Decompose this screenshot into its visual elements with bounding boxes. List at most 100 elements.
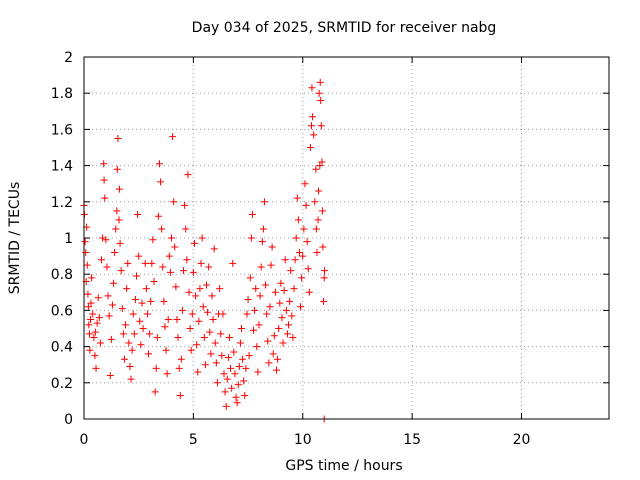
data-point-marker xyxy=(129,310,137,318)
data-point-marker xyxy=(99,234,107,242)
data-point-marker xyxy=(113,207,121,215)
data-point-marker xyxy=(208,292,216,300)
data-point-marker xyxy=(263,310,271,318)
y-tick-label: 1.4 xyxy=(51,159,73,175)
data-point-marker xyxy=(85,321,93,329)
data-point-marker xyxy=(241,391,249,399)
data-point-marker xyxy=(204,308,212,316)
data-point-marker xyxy=(302,201,310,209)
data-point-marker xyxy=(290,285,298,293)
data-point-marker xyxy=(96,339,104,347)
data-point-marker xyxy=(136,317,144,325)
data-point-marker xyxy=(315,89,323,97)
data-point-marker xyxy=(90,334,98,342)
data-point-marker xyxy=(312,225,320,233)
data-point-marker xyxy=(258,238,266,246)
data-point-marker xyxy=(228,384,236,392)
data-point-marker xyxy=(317,122,325,130)
data-point-marker xyxy=(113,165,121,173)
data-point-marker xyxy=(86,346,94,354)
y-tick-label: 1.6 xyxy=(51,122,73,138)
data-point-marker xyxy=(318,207,326,215)
data-point-marker xyxy=(84,303,92,311)
data-point-marker xyxy=(279,339,287,347)
data-point-marker xyxy=(227,364,235,372)
data-point-marker xyxy=(280,286,288,294)
data-point-marker xyxy=(282,306,290,314)
data-point-marker xyxy=(232,393,240,401)
data-point-marker xyxy=(87,299,95,307)
data-point-marker xyxy=(150,277,158,285)
chart-title: Day 034 of 2025, SRMTID for receiver nab… xyxy=(192,20,497,36)
data-point-marker xyxy=(205,263,213,271)
data-point-marker xyxy=(253,343,261,351)
data-point-marker xyxy=(188,310,196,318)
data-point-marker xyxy=(240,377,248,385)
data-point-marker xyxy=(194,368,202,376)
data-point-marker xyxy=(217,330,225,338)
plot-frame xyxy=(83,56,610,420)
data-point-marker xyxy=(111,248,119,256)
data-point-marker xyxy=(268,243,276,251)
data-point-marker xyxy=(273,366,280,374)
data-point-marker xyxy=(220,370,228,378)
data-point-marker xyxy=(197,259,205,267)
data-point-marker xyxy=(305,288,313,296)
data-point-marker xyxy=(297,303,305,311)
data-point-marker xyxy=(192,292,200,300)
data-point-marker xyxy=(198,234,206,242)
data-point-marker xyxy=(135,252,143,260)
data-point-marker xyxy=(250,326,258,334)
data-point-marker xyxy=(161,323,169,331)
data-point-marker xyxy=(128,346,136,354)
data-point-marker xyxy=(170,198,178,206)
data-point-marker xyxy=(207,350,215,358)
data-point-marker xyxy=(286,297,294,305)
data-point-marker xyxy=(190,239,198,247)
data-point-marker xyxy=(233,399,241,407)
data-point-marker xyxy=(84,290,92,298)
data-point-marker xyxy=(277,279,285,287)
data-point-marker xyxy=(123,285,131,293)
data-point-marker xyxy=(247,234,255,242)
data-point-marker xyxy=(189,268,197,276)
data-point-marker xyxy=(112,225,120,233)
data-point-marker xyxy=(259,225,267,233)
data-point-marker xyxy=(138,299,146,307)
y-tick-label: 1.8 xyxy=(51,86,73,102)
data-point-marker xyxy=(248,210,256,218)
data-point-marker xyxy=(315,187,322,195)
data-point-marker xyxy=(107,335,115,343)
data-point-marker xyxy=(311,198,319,206)
data-point-marker xyxy=(148,259,156,267)
data-point-marker xyxy=(291,256,299,264)
data-point-marker xyxy=(219,310,227,318)
data-point-marker xyxy=(143,310,151,318)
data-point-marker xyxy=(298,274,306,282)
data-point-marker xyxy=(177,355,185,363)
data-point-marker xyxy=(186,325,194,332)
data-point-marker xyxy=(165,252,173,260)
data-point-marker xyxy=(317,96,325,104)
data-point-marker xyxy=(108,301,116,309)
data-point-marker xyxy=(163,370,171,378)
data-point-marker xyxy=(178,306,186,314)
data-point-marker xyxy=(146,330,154,338)
y-tick-label: 0 xyxy=(64,412,73,428)
data-point-marker xyxy=(229,259,237,267)
data-point-marker xyxy=(153,334,161,342)
data-point-marker xyxy=(89,310,97,318)
data-point-marker xyxy=(152,364,160,372)
data-point-marker xyxy=(300,225,308,233)
data-point-marker xyxy=(160,297,168,305)
data-point-marker xyxy=(294,216,302,224)
data-point-marker xyxy=(187,346,195,354)
data-point-marker xyxy=(158,225,166,233)
data-point-marker xyxy=(169,133,177,141)
data-point-marker xyxy=(94,294,102,302)
data-point-marker xyxy=(308,84,316,92)
data-point-marker xyxy=(193,341,201,349)
data-point-marker xyxy=(221,388,229,396)
data-point-marker xyxy=(100,160,108,168)
